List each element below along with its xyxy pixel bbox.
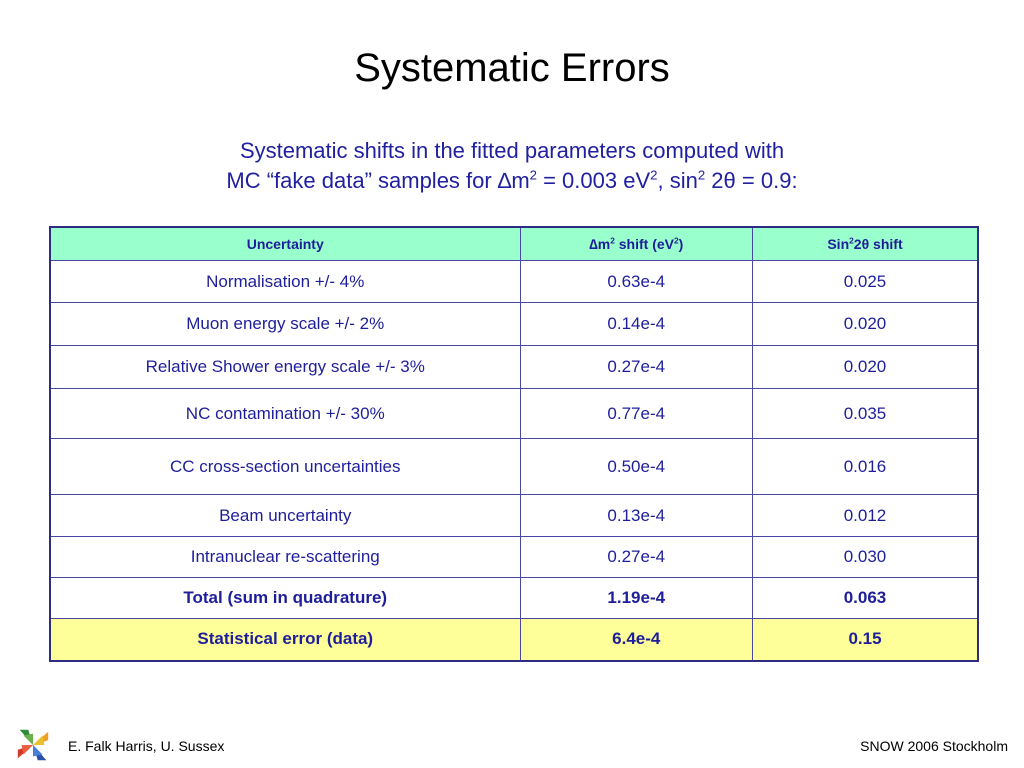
- subtitle-text-b: = 0.003 eV: [536, 168, 651, 193]
- cell-sin2: 0.15: [751, 618, 979, 661]
- theta-symbol: θ: [861, 236, 870, 252]
- table-header-row: Uncertainty ∆m2 shift (eV2) Sin22θ shift: [49, 226, 979, 261]
- cell-uncertainty: Statistical error (data): [49, 618, 521, 661]
- superscript: 2: [610, 235, 615, 246]
- cell-dm2: 0.14e-4: [519, 302, 753, 346]
- cell-dm2: 0.27e-4: [519, 536, 753, 578]
- table-row: Intranuclear re-scattering 0.27e-4 0.030: [49, 536, 979, 578]
- subtitle-text-d: 2: [705, 168, 724, 193]
- cell-sin2: 0.016: [751, 438, 979, 495]
- snow-conference-logo-icon: [17, 729, 49, 761]
- cell-uncertainty: Normalisation +/- 4%: [49, 260, 521, 303]
- superscript: 2: [697, 167, 706, 183]
- subtitle-text-m: m: [511, 168, 530, 193]
- footer-conference: SNOW 2006 Stockholm: [860, 738, 1008, 754]
- header-text: ): [678, 236, 684, 252]
- cell-uncertainty: Intranuclear re-scattering: [49, 536, 521, 578]
- cell-sin2: 0.063: [751, 577, 979, 619]
- table-row: CC cross-section uncertainties 0.50e-4 0…: [49, 438, 979, 495]
- cell-dm2: 0.77e-4: [519, 388, 753, 439]
- delta-symbol: ∆: [497, 168, 512, 193]
- table-row: Relative Shower energy scale +/- 3% 0.27…: [49, 345, 979, 389]
- cell-dm2: 0.63e-4: [519, 260, 753, 303]
- header-text: Sin: [827, 236, 850, 252]
- cell-sin2: 0.020: [751, 302, 979, 346]
- subtitle-line-1: Systematic shifts in the fitted paramete…: [239, 138, 785, 163]
- table-row: Beam uncertainty 0.13e-4 0.012: [49, 494, 979, 537]
- subtitle-line-2: MC “fake data” samples for ∆m2 = 0.003 e…: [0, 166, 1024, 196]
- cell-dm2: 0.50e-4: [519, 438, 753, 495]
- subtitle-text-e: = 0.9:: [735, 168, 798, 193]
- subtitle-text-c: , sin: [657, 168, 698, 193]
- superscript: 2: [529, 167, 537, 183]
- cell-uncertainty: CC cross-section uncertainties: [49, 438, 521, 495]
- delta-symbol: ∆: [589, 236, 598, 252]
- cell-uncertainty: Muon energy scale +/- 2%: [49, 302, 521, 346]
- table-row: Muon energy scale +/- 2% 0.14e-4 0.020: [49, 302, 979, 346]
- header-text: m: [597, 236, 611, 252]
- cell-sin2: 0.020: [751, 345, 979, 389]
- header-text: shift (eV: [614, 236, 674, 252]
- superscript: 2: [650, 167, 658, 183]
- table-row: Normalisation +/- 4% 0.63e-4 0.025: [49, 260, 979, 303]
- cell-uncertainty: Total (sum in quadrature): [49, 577, 521, 619]
- cell-uncertainty: Beam uncertainty: [49, 494, 521, 537]
- header-uncertainty: Uncertainty: [49, 226, 521, 261]
- header-sin2-shift: Sin22θ shift: [751, 226, 979, 261]
- slide-title: Systematic Errors: [354, 46, 670, 90]
- cell-uncertainty: NC contamination +/- 30%: [49, 388, 521, 439]
- cell-dm2: 0.27e-4: [519, 345, 753, 389]
- cell-dm2: 1.19e-4: [519, 577, 753, 619]
- cell-dm2: 6.4e-4: [519, 618, 753, 661]
- header-text: 2: [853, 236, 862, 252]
- cell-sin2: 0.012: [751, 494, 979, 537]
- cell-sin2: 0.035: [751, 388, 979, 439]
- cell-sin2: 0.025: [751, 260, 979, 303]
- superscript: 2: [849, 235, 854, 246]
- subtitle-text-a: MC “fake data” samples for: [226, 168, 498, 193]
- systematic-errors-table: Uncertainty ∆m2 shift (eV2) Sin22θ shift…: [49, 226, 979, 662]
- cell-uncertainty: Relative Shower energy scale +/- 3%: [49, 345, 521, 389]
- slide-subtitle: Systematic shifts in the fitted paramete…: [0, 136, 1024, 196]
- table-row: NC contamination +/- 30% 0.77e-4 0.035: [49, 388, 979, 439]
- cell-sin2: 0.030: [751, 536, 979, 578]
- cell-dm2: 0.13e-4: [519, 494, 753, 537]
- theta-symbol: θ: [723, 168, 736, 193]
- table-row-total: Total (sum in quadrature) 1.19e-4 0.063: [49, 577, 979, 619]
- superscript: 2: [673, 235, 679, 246]
- footer-author: E. Falk Harris, U. Sussex: [68, 738, 225, 754]
- header-text: shift: [869, 236, 903, 252]
- header-dm2-shift: ∆m2 shift (eV2): [519, 226, 753, 261]
- table-row-statistical: Statistical error (data) 6.4e-4 0.15: [49, 618, 979, 661]
